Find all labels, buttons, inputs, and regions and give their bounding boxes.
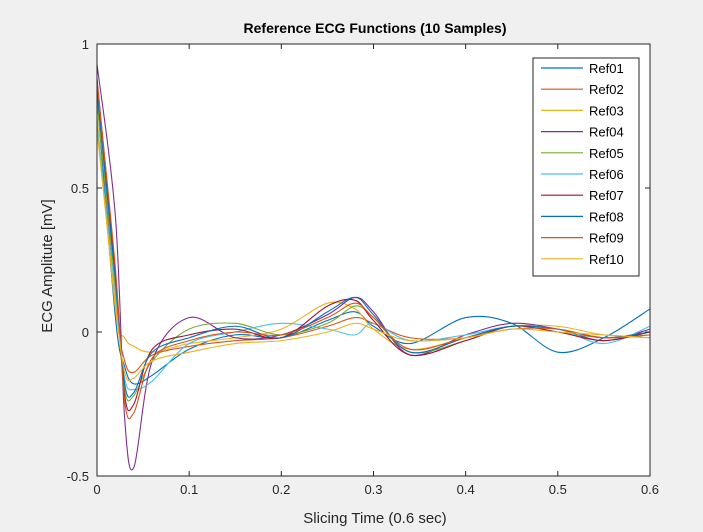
chart-title: Reference ECG Functions (10 Samples) bbox=[244, 20, 507, 36]
legend-box bbox=[532, 57, 640, 277]
legend-label-ref01: Ref01 bbox=[589, 61, 624, 76]
x-tick-label: 0.5 bbox=[549, 482, 567, 497]
y-tick-label: 0.5 bbox=[71, 181, 89, 196]
y-tick-label: 0 bbox=[82, 325, 89, 340]
series-lines bbox=[96, 64, 651, 471]
x-tick-label: 0 bbox=[93, 482, 100, 497]
legend-label-ref10: Ref10 bbox=[589, 252, 624, 267]
legend-label-ref07: Ref07 bbox=[589, 188, 624, 203]
y-tick-label: 1 bbox=[82, 37, 89, 52]
x-axis-ticks: 0 0.1 0.2 0.3 0.4 0.5 0.6 bbox=[93, 44, 659, 497]
series-line-ref10 bbox=[96, 130, 651, 382]
legend-label-ref09: Ref09 bbox=[589, 231, 624, 246]
y-axis-ticks: -0.5 0 0.5 1 bbox=[67, 37, 650, 484]
x-tick-label: 0.2 bbox=[272, 482, 290, 497]
series-line-ref08 bbox=[96, 90, 651, 398]
legend-label-ref06: Ref06 bbox=[589, 167, 624, 182]
legend: Ref01 Ref02 Ref03 Ref04 Ref05 Ref06 Ref07 Ref08… bbox=[532, 57, 640, 277]
legend-label-ref04: Ref04 bbox=[589, 125, 624, 140]
x-tick-label: 0.3 bbox=[364, 482, 382, 497]
y-tick-label: -0.5 bbox=[67, 469, 89, 484]
x-axis-label: Slicing Time (0.6 sec) bbox=[303, 510, 446, 527]
legend-label-ref08: Ref08 bbox=[589, 209, 624, 224]
x-tick-label: 0.6 bbox=[641, 482, 659, 497]
x-tick-label: 0.4 bbox=[457, 482, 475, 497]
y-axis-label: ECG Amplitute [mV] bbox=[39, 199, 56, 332]
legend-label-ref02: Ref02 bbox=[589, 82, 624, 97]
x-tick-label: 0.1 bbox=[180, 482, 198, 497]
legend-label-ref05: Ref05 bbox=[589, 146, 624, 161]
legend-label-ref03: Ref03 bbox=[589, 103, 624, 118]
